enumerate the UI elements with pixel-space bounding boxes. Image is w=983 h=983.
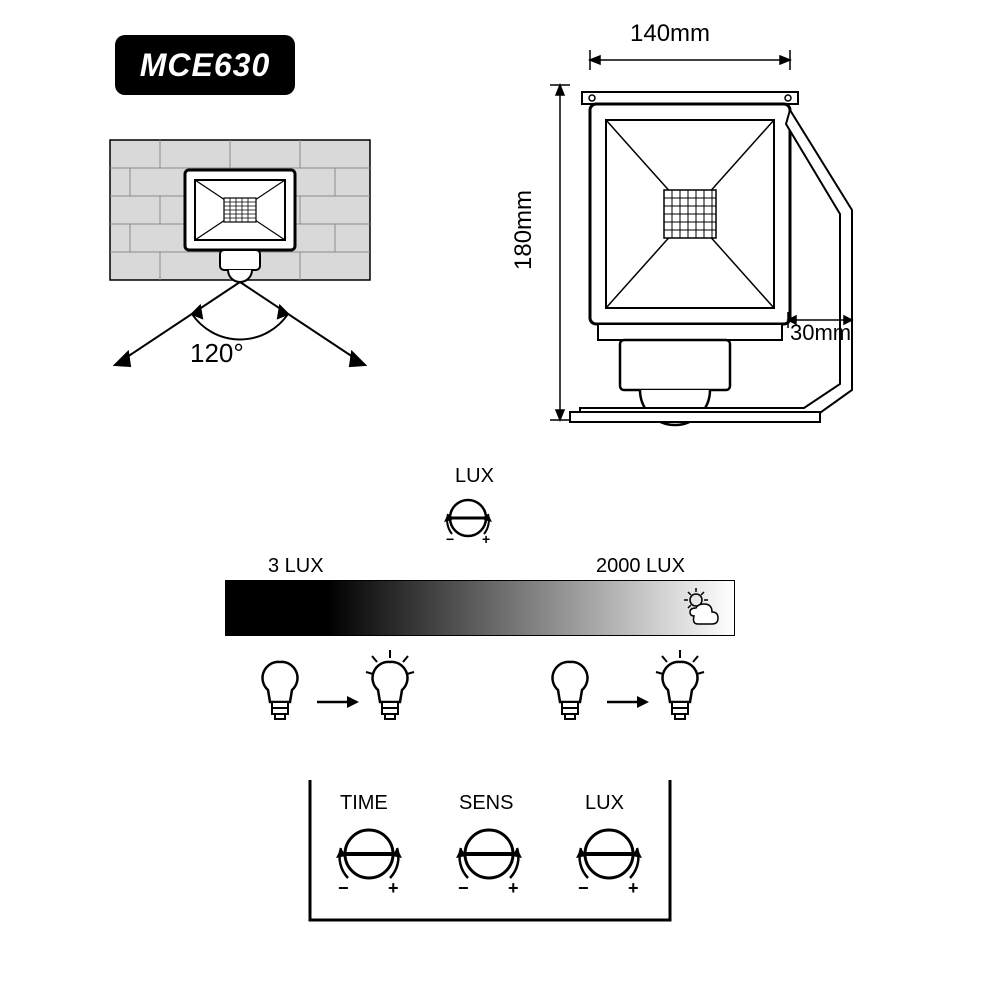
svg-text:+: + [508, 878, 519, 896]
detection-angle-label: 120° [190, 338, 244, 369]
lux-max-label: 2000 LUX [596, 555, 685, 578]
dial-sens: − + [450, 818, 528, 896]
model-label: MCE630 [140, 47, 271, 84]
dimensional-drawing [510, 20, 910, 440]
svg-text:−: − [338, 878, 349, 896]
diagram-page: MCE630 [0, 0, 983, 983]
svg-text:+: + [388, 878, 399, 896]
svg-text:−: − [446, 531, 454, 546]
moon-icon [245, 590, 281, 631]
bulb-on-icon-1 [360, 650, 420, 730]
svg-text:+: + [628, 878, 639, 896]
sun-cloud-icon [680, 586, 724, 635]
bulb-on-icon-2 [650, 650, 710, 730]
floodlight-body [570, 92, 852, 425]
dim-left [550, 85, 570, 420]
arrow-icon-1 [315, 692, 359, 717]
svg-text:−: − [458, 878, 469, 896]
dial-lux: − + [570, 818, 648, 896]
dial-time: − + [330, 818, 408, 896]
svg-text:+: + [482, 531, 490, 546]
lux-min-label: 3 LUX [268, 555, 324, 578]
control-label-lux: LUX [585, 792, 624, 815]
control-label-sens: SENS [459, 792, 513, 815]
dimensional-svg [510, 20, 910, 440]
svg-text:−: − [578, 878, 589, 896]
model-badge: MCE630 [115, 35, 295, 95]
control-label-time: TIME [340, 792, 388, 815]
lux-dial-top: − + [440, 490, 496, 546]
dim-depth-label: 30mm [790, 320, 851, 346]
bulb-off-icon-1 [250, 650, 310, 730]
dim-height-label: 180mm [510, 190, 538, 270]
dim-top [590, 50, 790, 70]
lux-title: LUX [455, 465, 494, 488]
lux-gradient-bar [225, 580, 735, 636]
bulb-off-icon-2 [540, 650, 600, 730]
arrow-icon-2 [605, 692, 649, 717]
dim-width-label: 140mm [630, 20, 710, 48]
